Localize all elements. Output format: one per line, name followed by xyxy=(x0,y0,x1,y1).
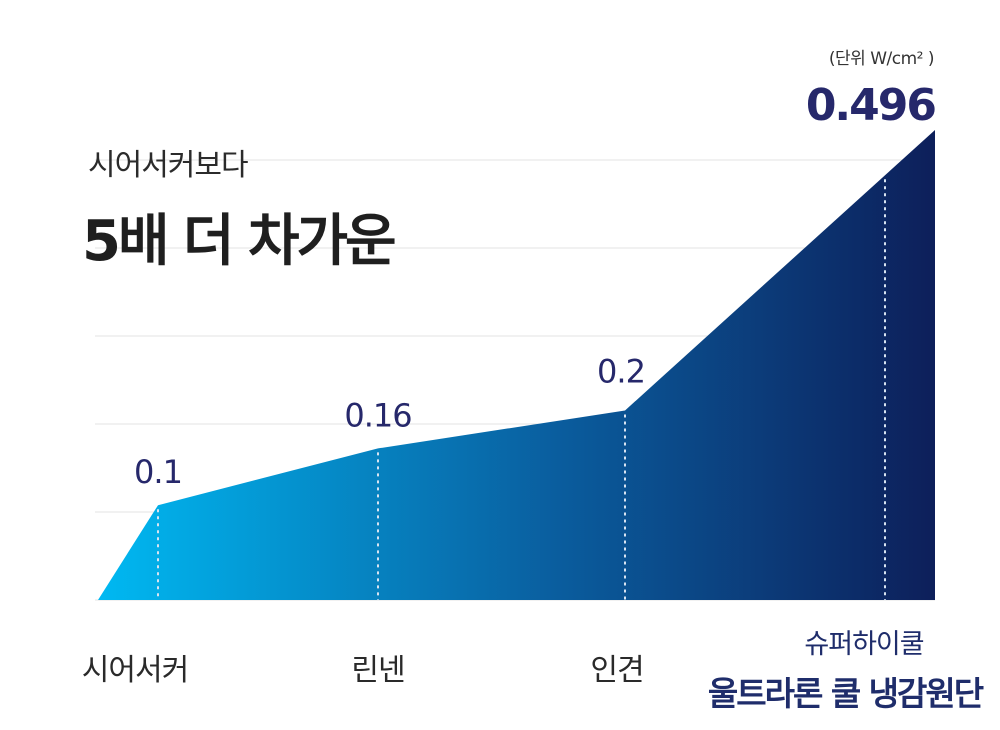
category-label-ultralon: 울트라론 쿨 냉감원단 xyxy=(707,674,984,713)
dotted-guides xyxy=(157,179,886,600)
value-labels: 0.1 0.16 0.2 0.496 xyxy=(134,80,937,491)
chart-title: 5배 더 차가운 xyxy=(82,209,397,274)
value-label: 0.16 xyxy=(344,396,411,434)
category-label-linen: 린넨 xyxy=(351,653,405,688)
chart-subtitle: 시어서커보다 xyxy=(88,148,249,183)
value-label: 0.1 xyxy=(134,453,182,491)
value-label: 0.2 xyxy=(597,352,645,390)
value-label: 0.496 xyxy=(806,80,936,131)
category-label-superhighcool: 슈퍼하이쿨 xyxy=(804,629,924,660)
category-label-rayon: 인견 xyxy=(590,653,644,688)
category-label-seersucker: 시어서커 xyxy=(81,653,189,688)
unit-label: (단위 W/cm² ) xyxy=(828,49,935,69)
area-series xyxy=(98,130,935,600)
